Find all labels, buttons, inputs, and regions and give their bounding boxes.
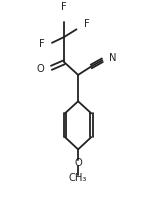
Text: F: F xyxy=(61,2,67,12)
Text: O: O xyxy=(74,158,82,168)
Text: N: N xyxy=(109,53,117,63)
Text: O: O xyxy=(36,64,44,74)
Text: CH₃: CH₃ xyxy=(69,173,87,183)
Text: F: F xyxy=(39,39,45,49)
Text: F: F xyxy=(84,19,89,29)
